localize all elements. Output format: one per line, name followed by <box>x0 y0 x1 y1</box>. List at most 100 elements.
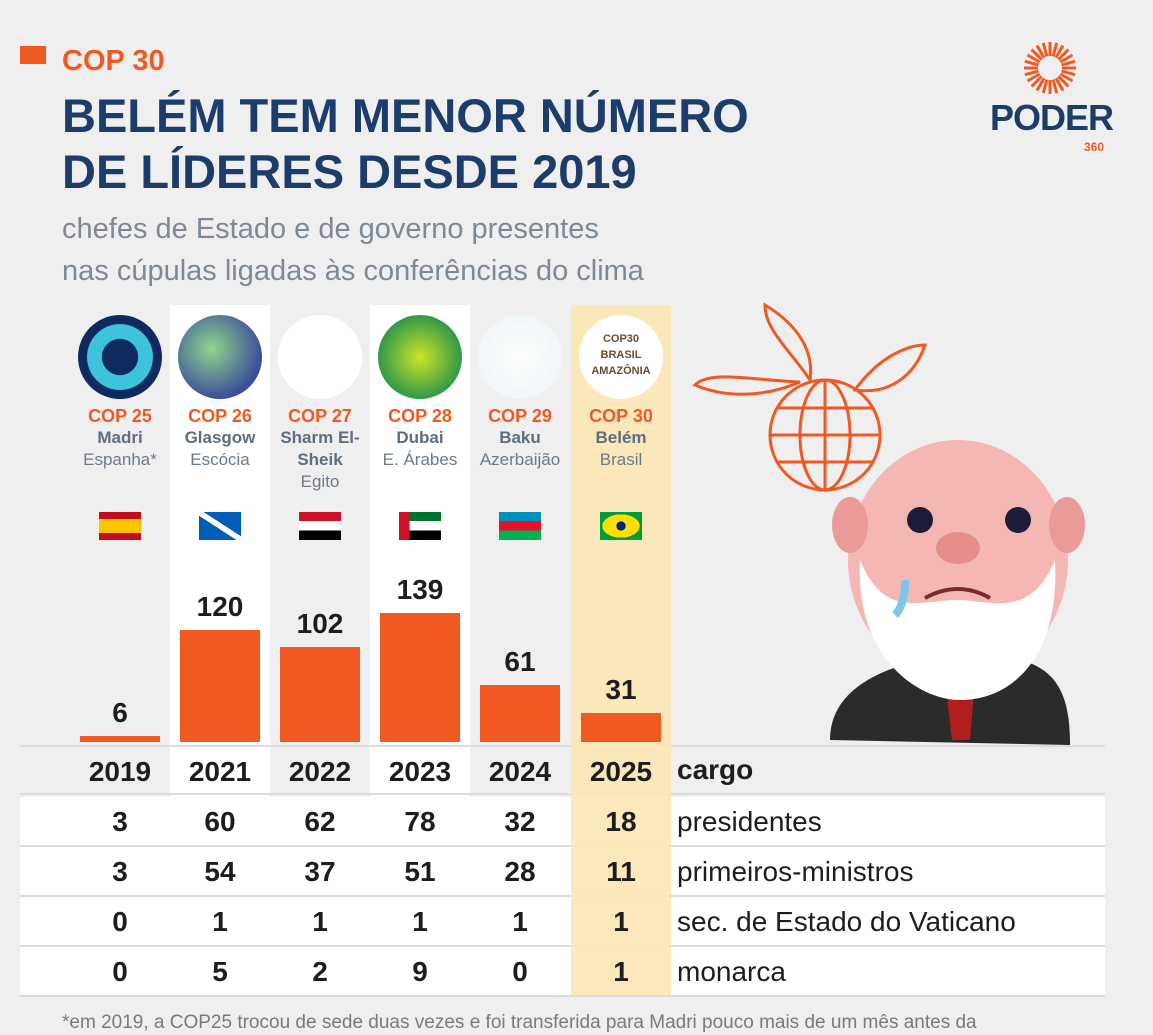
year-tick-label: 2021 <box>188 756 252 787</box>
table-cell: 54 <box>204 856 236 887</box>
table-cell: 0 <box>112 956 128 987</box>
subtitle: chefes de Estado e de governo presentes … <box>62 208 644 292</box>
sun-ray <box>1035 77 1046 92</box>
table-cell: 0 <box>112 906 128 937</box>
sun-ray <box>1054 77 1065 92</box>
bar-2025 <box>581 713 661 742</box>
cop-column: COP 28 Dubai E. Árabes <box>370 305 470 545</box>
bar-value-label: 61 <box>504 646 536 678</box>
cop-labels: COP 30 Belém Brasil <box>571 405 671 471</box>
cop-emblem-icon <box>278 315 362 399</box>
table-cell: 3 <box>112 806 128 837</box>
bar-value-label: 31 <box>605 674 637 706</box>
bar-value-label: 6 <box>112 697 128 729</box>
table-cell: 1 <box>613 906 629 937</box>
crying-man-illustration <box>692 302 1085 745</box>
year-tick-label: 2023 <box>388 756 452 787</box>
sun-ray <box>1024 59 1039 67</box>
table-cell: 1 <box>312 906 328 937</box>
bar-2023 <box>380 612 460 742</box>
cop-column: COP 29 Baku Azerbaijão <box>470 305 570 545</box>
city-label: Dubai <box>396 428 444 447</box>
sun-ray <box>1030 75 1043 88</box>
cop-labels: COP 25 Madri Espanha* <box>70 405 170 471</box>
country-label: Escócia <box>190 450 250 469</box>
page-title: BELÉM TEM MENOR NÚMERO DE LÍDERES DESDE … <box>62 89 749 198</box>
bar-value-label: 120 <box>196 591 244 623</box>
country-label: Espanha* <box>83 450 157 469</box>
sun-ray <box>1054 44 1065 59</box>
table-cell: 1 <box>512 906 528 937</box>
cop-emblem-icon: COP30 BRASIL AMAZÔNIA <box>579 315 663 399</box>
table-cell: 37 <box>304 856 336 887</box>
cop-emblem-icon <box>178 315 262 399</box>
table-row <box>20 847 1105 897</box>
cop-emblem-icon <box>478 315 562 399</box>
egypt-flag-icon <box>299 512 341 540</box>
cop-labels: COP 26 Glasgow Escócia <box>170 405 270 471</box>
table-cell: 3 <box>112 856 128 887</box>
sun-ray <box>1024 69 1039 77</box>
country-label: E. Árabes <box>382 450 458 469</box>
sun-ray <box>1030 48 1043 61</box>
table-cell: 1 <box>412 906 428 937</box>
cop-emblem-icon <box>78 315 162 399</box>
subtitle-line: nas cúpulas ligadas às conferências do c… <box>62 255 644 287</box>
azerbaijan-flag-icon <box>499 512 541 540</box>
cop-label: COP 29 <box>488 406 552 426</box>
highlight-column <box>571 305 671 995</box>
cop-label: COP 28 <box>388 406 452 426</box>
row-label: sec. de Estado do Vaticano <box>677 906 1016 937</box>
bar-value-label: 102 <box>296 608 344 640</box>
city-label: Madri <box>97 428 143 447</box>
row-label: presidentes <box>677 806 822 837</box>
table-row <box>20 897 1105 947</box>
brazil-flag-icon <box>600 512 642 540</box>
table-row <box>20 947 1105 997</box>
year-tick-label: 2025 <box>589 756 653 787</box>
uae-flag-icon <box>399 512 441 540</box>
footnote: *em 2019, a COP25 trocou de sede duas ve… <box>62 1012 977 1033</box>
bar-2019 <box>80 736 160 742</box>
country-label: Brasil <box>599 450 643 469</box>
sun-ray <box>1057 75 1070 88</box>
cop-labels: COP 27 Sharm El-Sheik Egito <box>270 405 370 493</box>
scotland-flag-icon <box>199 512 241 540</box>
kicker: COP 30 <box>62 45 165 77</box>
cop30-emblem-text: COP30 BRASIL AMAZÔNIA <box>591 333 651 377</box>
poder360-logo: PODER 360 <box>990 40 1114 160</box>
cop-label: COP 26 <box>188 406 252 426</box>
cargo-header: cargo <box>677 754 754 785</box>
table-cell: 18 <box>605 806 637 837</box>
table-cell: 2 <box>312 956 328 987</box>
sun-ray <box>1057 48 1070 61</box>
sun-ray <box>1041 42 1049 57</box>
country-label: Egito <box>300 472 340 491</box>
row-label: primeiros-ministros <box>677 856 914 887</box>
sun-ray <box>1061 59 1076 67</box>
sun-ray <box>1041 79 1049 94</box>
sun-ray <box>1061 69 1076 77</box>
city-label: Sharm El-Sheik <box>280 428 360 469</box>
table-cell: 32 <box>504 806 536 837</box>
year-tick-label: 2019 <box>88 756 152 787</box>
table-cell: 62 <box>304 806 336 837</box>
kicker-marker <box>20 46 46 64</box>
country-label: Azerbaijão <box>479 450 561 469</box>
table-cell: 1 <box>613 956 629 987</box>
year-tick-label: 2022 <box>288 756 352 787</box>
cop-labels: COP 29 Baku Azerbaijão <box>470 405 570 471</box>
city-label: Belém <box>595 428 647 447</box>
table-cell: 9 <box>412 956 428 987</box>
table-cell: 28 <box>504 856 536 887</box>
table-row <box>20 797 1105 847</box>
cop-label: COP 27 <box>288 406 352 426</box>
cop-column: COP 27 Sharm El-Sheik Egito <box>270 305 370 545</box>
cop-column: COP30 BRASIL AMAZÔNIA COP 30 Belém Brasi… <box>571 305 671 545</box>
table-cell: 5 <box>212 956 228 987</box>
city-label: Glasgow <box>184 428 256 447</box>
globe-icon <box>692 302 928 492</box>
sun-ray <box>1059 72 1074 83</box>
cop-column: COP 25 Madri Espanha* <box>70 305 170 545</box>
table-cell: 1 <box>212 906 228 937</box>
